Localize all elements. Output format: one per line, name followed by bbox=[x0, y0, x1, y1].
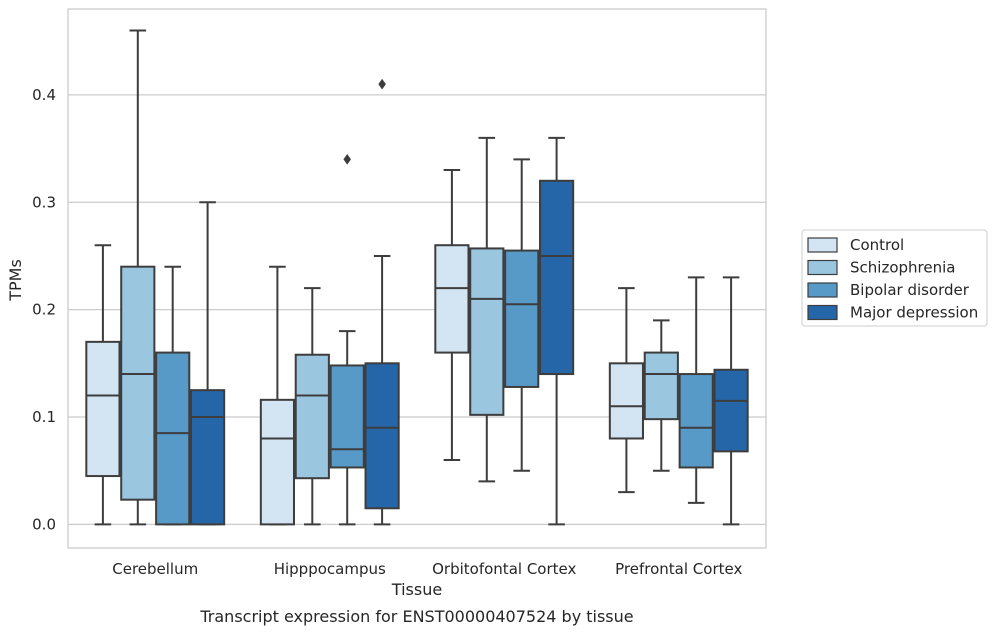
box-bipolar-disorder bbox=[155, 265, 191, 526]
box-iqr bbox=[120, 265, 156, 501]
y-tick-labels: 0.0 0.1 0.2 0.3 0.4 bbox=[32, 86, 56, 533]
x-axis-label: Tissue bbox=[391, 580, 442, 599]
box-iqr bbox=[504, 249, 540, 388]
box-iqr bbox=[259, 398, 295, 526]
box-bipolar-disorder bbox=[504, 158, 540, 472]
box-iqr bbox=[329, 364, 365, 469]
x-tick-label: Orbitofontal Cortex bbox=[432, 560, 576, 578]
box-iqr bbox=[539, 179, 575, 376]
box-schizophrenia bbox=[643, 319, 679, 472]
box-groups bbox=[85, 29, 749, 526]
box-control bbox=[434, 169, 470, 461]
box-schizophrenia bbox=[469, 136, 505, 483]
box-major-depression bbox=[539, 136, 575, 526]
legend-swatch bbox=[807, 282, 838, 298]
outlier-point bbox=[343, 153, 352, 165]
legend: Control Schizophrenia Bipolar disorder Majo… bbox=[801, 229, 988, 327]
x-tick-label: Cerebellum bbox=[112, 560, 198, 578]
legend-swatch bbox=[807, 304, 838, 321]
y-tick-label: 0.1 bbox=[32, 408, 56, 426]
legend-label: Bipolar disorder bbox=[850, 281, 970, 299]
y-tick-label: 0.0 bbox=[32, 515, 56, 533]
x-tick-label: Prefrontal Cortex bbox=[615, 560, 742, 578]
plot-frame bbox=[67, 8, 767, 549]
box-iqr bbox=[364, 362, 400, 510]
legend-swatch bbox=[807, 259, 838, 276]
y-tick-label: 0.2 bbox=[32, 301, 56, 319]
box-iqr bbox=[608, 362, 644, 440]
box-iqr bbox=[155, 351, 191, 526]
y-tick-label: 0.4 bbox=[32, 86, 56, 104]
box-iqr bbox=[713, 368, 749, 453]
box-iqr bbox=[85, 340, 121, 478]
legend-label: Schizophrenia bbox=[850, 259, 955, 277]
y-tick-label: 0.3 bbox=[32, 193, 56, 211]
box-major-depression bbox=[190, 201, 226, 526]
x-tick-labels: Cerebellum Hipppocampus Orbitofontal Corte… bbox=[112, 560, 742, 578]
legend-label: Control bbox=[850, 236, 904, 254]
box-iqr bbox=[294, 353, 330, 480]
legend-swatch bbox=[807, 237, 838, 253]
x-tick-label: Hipppocampus bbox=[274, 560, 386, 578]
box-iqr bbox=[434, 244, 470, 354]
box-major-depression bbox=[364, 78, 400, 526]
legend-frame bbox=[801, 229, 988, 327]
box-control bbox=[608, 287, 644, 494]
legend-label: Major depression bbox=[850, 304, 978, 322]
legend-entries: Control Schizophrenia Bipolar disorder Majo… bbox=[807, 236, 978, 322]
box-iqr bbox=[190, 389, 226, 526]
box-control bbox=[85, 244, 121, 526]
chart-caption: Transcript expression for ENST0000040752… bbox=[199, 607, 633, 626]
outlier-point bbox=[378, 78, 386, 90]
y-axis-label: TPMs bbox=[6, 259, 25, 302]
box-iqr bbox=[469, 247, 505, 416]
box-schizophrenia bbox=[120, 29, 156, 526]
box-control bbox=[259, 265, 295, 526]
box-schizophrenia bbox=[294, 287, 330, 526]
box-bipolar-disorder bbox=[678, 276, 714, 504]
box-major-depression bbox=[713, 276, 749, 526]
box-iqr bbox=[678, 373, 714, 469]
box-bipolar-disorder bbox=[329, 153, 365, 526]
box-iqr bbox=[643, 351, 679, 421]
